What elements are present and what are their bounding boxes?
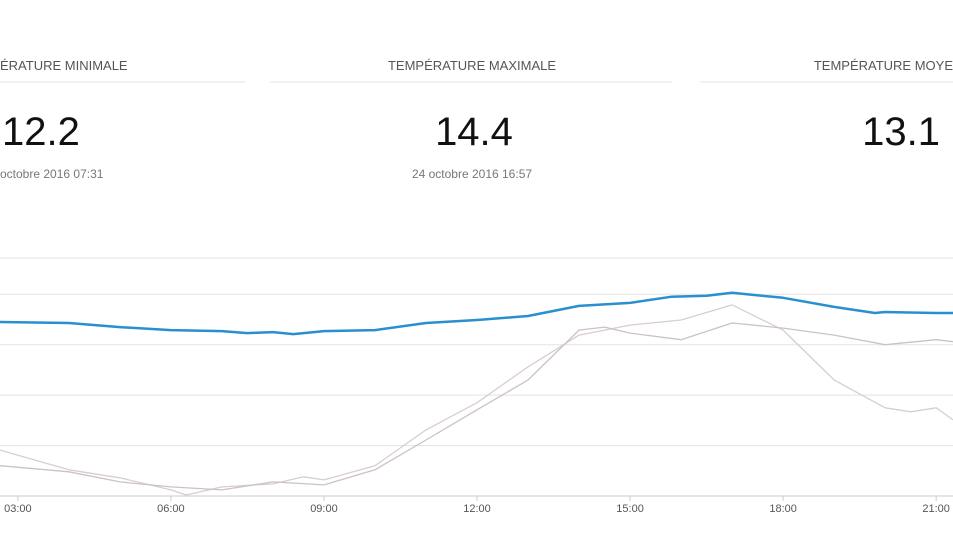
stat-title: TEMPÉRATURE MAXIMALE — [388, 58, 556, 73]
x-tick-label: 21:00 — [922, 503, 950, 515]
x-tick-label: 12:00 — [463, 503, 491, 515]
x-tick-label: 09:00 — [310, 503, 338, 515]
stat-value: 12.2 — [2, 110, 80, 154]
stat-value: 13.1 — [862, 110, 940, 154]
stat-title: TEMPÉRATURE MOYE — [814, 58, 953, 73]
stat-date: octobre 2016 07:31 — [0, 167, 104, 181]
series-line — [0, 304, 953, 496]
x-tick-label: 03:00 — [4, 503, 32, 515]
x-tick-label: 06:00 — [157, 503, 185, 515]
x-tick-label: 18:00 — [769, 503, 797, 515]
stat-date: 24 octobre 2016 16:57 — [412, 167, 532, 181]
x-tick-label: 15:00 — [616, 503, 644, 515]
series-line — [0, 291, 953, 336]
stat-value: 14.4 — [435, 110, 513, 154]
stat-title: ÉRATURE MINIMALE — [0, 58, 128, 73]
series-line — [0, 322, 953, 491]
